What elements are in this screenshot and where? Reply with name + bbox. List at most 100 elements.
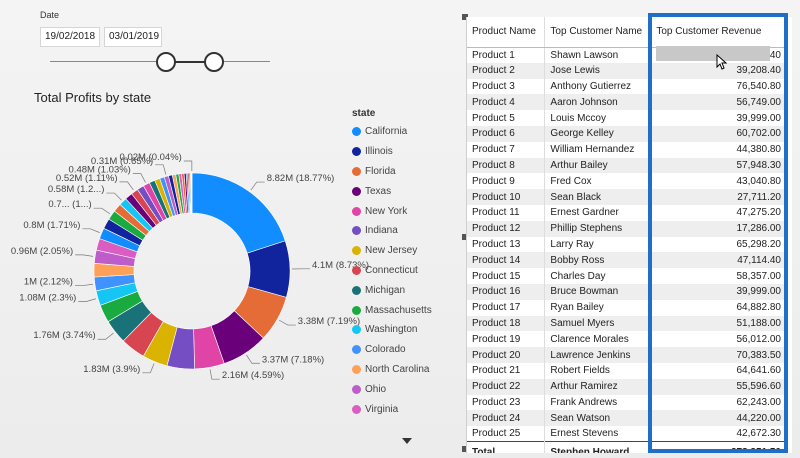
legend-item[interactable]: Michigan bbox=[352, 280, 452, 300]
product-name-cell[interactable]: Product 25 bbox=[467, 426, 546, 442]
table-row[interactable]: Product 23 Frank Andrews 62,243.00 bbox=[467, 394, 787, 411]
table-row[interactable]: Product 10 Sean Black 27,711.20 bbox=[467, 189, 787, 205]
legend-item[interactable]: Ohio bbox=[352, 379, 452, 399]
legend-item[interactable]: Colorado bbox=[352, 340, 452, 360]
customer-name-cell[interactable]: Anthony Gutierrez bbox=[544, 78, 652, 95]
product-name-cell[interactable]: Product 18 bbox=[467, 315, 546, 332]
revenue-cell[interactable]: 58,357.00 bbox=[650, 268, 787, 284]
table-row[interactable]: Product 11 Ernest Gardner 47,275.20 bbox=[467, 204, 787, 221]
table-row[interactable]: Product 3 Anthony Gutierrez 76,540.80 bbox=[467, 78, 787, 95]
customer-name-cell[interactable]: Jose Lewis bbox=[544, 62, 652, 79]
revenue-cell[interactable]: 44,380.80 bbox=[650, 141, 787, 158]
revenue-cell[interactable]: 56,749.00 bbox=[650, 94, 787, 111]
customer-name-cell[interactable]: Fred Cox bbox=[544, 173, 652, 190]
legend-item[interactable]: Massachusetts bbox=[352, 300, 452, 320]
table-row[interactable]: Product 2 Jose Lewis 39,208.40 bbox=[467, 62, 787, 79]
product-name-cell[interactable]: Product 4 bbox=[467, 94, 546, 111]
revenue-cell[interactable]: 56,012.00 bbox=[650, 331, 787, 348]
table-row[interactable]: Product 24 Sean Watson 44,220.00 bbox=[467, 410, 787, 427]
column-header-top-customer-revenue[interactable]: Top Customer Revenue bbox=[650, 17, 787, 48]
product-name-cell[interactable]: Product 16 bbox=[467, 283, 546, 300]
legend-scroll-down-icon[interactable] bbox=[402, 438, 412, 444]
table-row[interactable]: Product 12 Phillip Stephens 17,286.00 bbox=[467, 220, 787, 237]
end-date-input[interactable]: 03/01/2019 bbox=[104, 27, 162, 47]
table-row[interactable]: Product 6 George Kelley 60,702.00 bbox=[467, 125, 787, 142]
customer-name-cell[interactable]: Larry Ray bbox=[544, 236, 652, 253]
customer-name-cell[interactable]: Lawrence Jenkins bbox=[544, 347, 652, 363]
product-name-cell[interactable]: Product 20 bbox=[467, 347, 546, 363]
customer-name-cell[interactable]: Arthur Bailey bbox=[544, 157, 652, 174]
customer-name-cell[interactable]: Shawn Lawson bbox=[544, 47, 652, 63]
table-row[interactable]: Product 13 Larry Ray 65,298.20 bbox=[467, 236, 787, 253]
product-name-cell[interactable]: Product 7 bbox=[467, 141, 546, 158]
resize-handle[interactable] bbox=[462, 14, 468, 20]
product-name-cell[interactable]: Product 12 bbox=[467, 220, 546, 237]
product-name-cell[interactable]: Product 5 bbox=[467, 110, 546, 126]
table-row[interactable]: Product 22 Arthur Ramirez 55,596.60 bbox=[467, 378, 787, 395]
customer-name-cell[interactable]: Louis Mccoy bbox=[544, 110, 652, 126]
legend-item[interactable]: Texas bbox=[352, 181, 452, 201]
revenue-cell[interactable]: 64,641.60 bbox=[650, 362, 787, 379]
product-name-cell[interactable]: Product 17 bbox=[467, 299, 546, 316]
product-name-cell[interactable]: Product 8 bbox=[467, 157, 546, 174]
revenue-cell[interactable]: 39,208.40 bbox=[650, 62, 787, 79]
revenue-cell[interactable]: 65,298.20 bbox=[650, 236, 787, 253]
customer-name-cell[interactable]: Bobby Ross bbox=[544, 252, 652, 269]
customer-name-cell[interactable]: George Kelley bbox=[544, 125, 652, 142]
product-name-cell[interactable]: Product 23 bbox=[467, 394, 546, 411]
customer-name-cell[interactable]: Ernest Gardner bbox=[544, 204, 652, 221]
legend-item[interactable]: North Carolina bbox=[352, 360, 452, 380]
customer-name-cell[interactable]: Clarence Morales bbox=[544, 331, 652, 348]
customer-name-cell[interactable]: Aaron Johnson bbox=[544, 94, 652, 111]
revenue-cell[interactable]: 43,040.80 bbox=[650, 173, 787, 190]
customer-name-cell[interactable]: Sean Black bbox=[544, 189, 652, 205]
product-name-cell[interactable]: Product 9 bbox=[467, 173, 546, 190]
customer-name-cell[interactable]: Bruce Bowman bbox=[544, 283, 652, 300]
table-row[interactable]: Product 15 Charles Day 58,357.00 bbox=[467, 268, 787, 284]
revenue-cell[interactable]: 57,948.30 bbox=[650, 157, 787, 174]
customer-name-cell[interactable]: Samuel Myers bbox=[544, 315, 652, 332]
product-name-cell[interactable]: Product 24 bbox=[467, 410, 546, 427]
revenue-cell[interactable]: 27,711.20 bbox=[650, 189, 787, 205]
table-row[interactable]: Product 5 Louis Mccoy 39,999.00 bbox=[467, 110, 787, 126]
resize-handle[interactable] bbox=[462, 234, 467, 240]
customer-name-cell[interactable]: Sean Watson bbox=[544, 410, 652, 427]
revenue-cell[interactable]: 76,540.80 bbox=[650, 78, 787, 95]
table-row[interactable]: Product 20 Lawrence Jenkins 70,383.50 bbox=[467, 347, 787, 363]
revenue-cell[interactable]: 44,220.00 bbox=[650, 410, 787, 427]
legend-item[interactable]: Indiana bbox=[352, 221, 452, 241]
product-name-cell[interactable]: Product 13 bbox=[467, 236, 546, 253]
customer-name-cell[interactable]: Phillip Stephens bbox=[544, 220, 652, 237]
product-name-cell[interactable]: Product 3 bbox=[467, 78, 546, 95]
legend-item[interactable]: New Jersey bbox=[352, 241, 452, 261]
table-row[interactable]: Product 16 Bruce Bowman 39,999.00 bbox=[467, 283, 787, 300]
slider-start-handle[interactable] bbox=[156, 52, 176, 72]
product-name-cell[interactable]: Product 2 bbox=[467, 62, 546, 79]
legend-item[interactable]: Virginia bbox=[352, 399, 452, 419]
revenue-cell[interactable]: 60,702.00 bbox=[650, 125, 787, 142]
revenue-cell[interactable]: 47,114.40 bbox=[650, 252, 787, 269]
donut-slice[interactable] bbox=[191, 172, 286, 254]
customer-name-cell[interactable]: Arthur Ramirez bbox=[544, 378, 652, 395]
resize-handle[interactable] bbox=[462, 446, 468, 452]
start-date-input[interactable]: 19/02/2018 bbox=[40, 27, 100, 47]
revenue-cell[interactable]: 51,188.00 bbox=[650, 315, 787, 332]
revenue-cell[interactable]: 39,999.00 bbox=[650, 110, 787, 126]
table-row[interactable]: Product 17 Ryan Bailey 64,882.80 bbox=[467, 299, 787, 316]
product-name-cell[interactable]: Product 14 bbox=[467, 252, 546, 269]
table-row[interactable]: Product 9 Fred Cox 43,040.80 bbox=[467, 173, 787, 190]
table-row[interactable]: Product 8 Arthur Bailey 57,948.30 bbox=[467, 157, 787, 174]
legend-item[interactable]: Illinois bbox=[352, 142, 452, 162]
revenue-cell[interactable]: 17,286.00 bbox=[650, 220, 787, 237]
revenue-cell[interactable]: 70,383.50 bbox=[650, 347, 787, 363]
customer-name-cell[interactable]: Charles Day bbox=[544, 268, 652, 284]
product-name-cell[interactable]: Product 22 bbox=[467, 378, 546, 395]
customer-name-cell[interactable]: Ryan Bailey bbox=[544, 299, 652, 316]
table-row[interactable]: Product 18 Samuel Myers 51,188.00 bbox=[467, 315, 787, 332]
customer-name-cell[interactable]: Frank Andrews bbox=[544, 394, 652, 411]
legend-item[interactable]: Florida bbox=[352, 162, 452, 182]
revenue-cell[interactable]: 42,672.30 bbox=[650, 426, 787, 442]
product-name-cell[interactable]: Product 21 bbox=[467, 362, 546, 379]
slider-end-handle[interactable] bbox=[204, 52, 224, 72]
legend-item[interactable]: California bbox=[352, 122, 452, 142]
